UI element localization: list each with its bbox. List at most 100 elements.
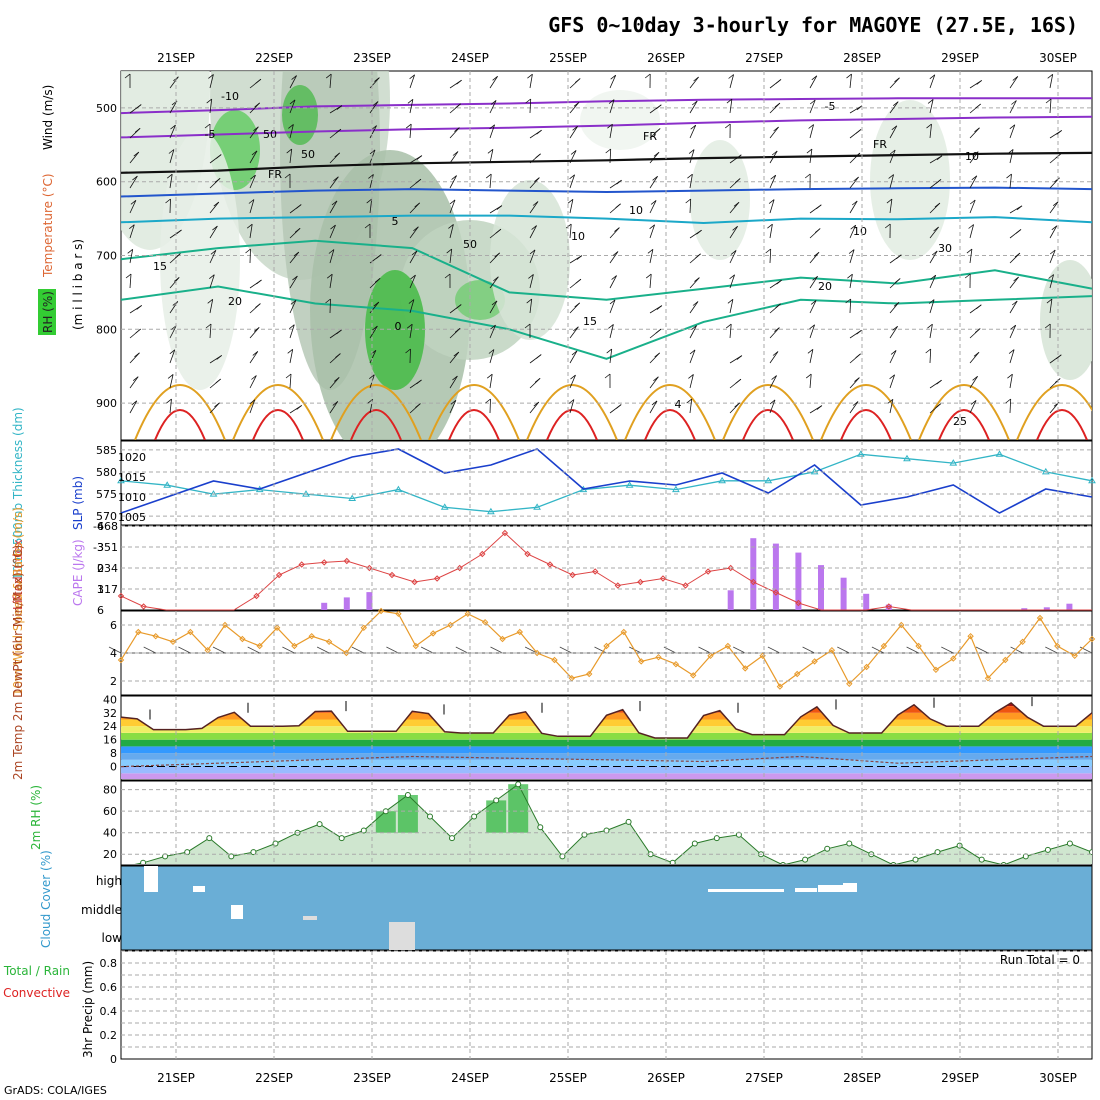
thickness-point [394,485,403,493]
wind-barb [489,100,497,114]
wind-barb [289,149,293,164]
wind-barb-flag [769,399,776,405]
wind-speed-point [169,638,177,646]
wind-barb [689,349,696,364]
cape-tick-label: 234 [97,562,118,575]
wind-barb-flag [405,348,411,354]
precip-tick-label: 0.8 [100,957,118,970]
wind-barb-flag [931,250,938,256]
wind-barb-flag [726,98,733,104]
contour-label: 15 [583,315,597,328]
thick-tick-label: 570 [96,510,117,523]
cloud-box [818,885,843,892]
temp-tick-label: 8 [110,747,117,760]
cloud-level-label: middle [81,903,122,917]
rh-shading [580,90,660,150]
wind-barb-flag [325,73,332,79]
temp-band [121,753,1092,760]
wind-barb-10m [767,646,781,654]
wind-barb-flag [894,278,901,283]
lifted-point [501,529,509,537]
lifted-point [524,550,531,558]
wind-barb [1009,374,1013,389]
wind-barb [449,224,454,239]
thickness-panel [120,440,1093,526]
wind-barb-flag [251,150,258,156]
wind-barb-flag [692,301,699,306]
side-labels: RH (%) Temperature (°C) Wind (m/s) (m i … [3,85,95,1058]
wind-barb-flag [650,200,657,205]
pressure-tick-label: 900 [96,397,117,410]
wind-speed-point [672,660,680,668]
wind-barb-flag [647,248,654,254]
rh-area [137,784,1092,864]
wind-barb [369,301,380,314]
wind-barb [569,224,572,239]
rh-point [316,821,323,828]
wind-barb [369,199,373,214]
rh-point [669,859,676,864]
wind-barb-flag [524,323,531,329]
wind-barb-flag [1054,177,1060,183]
wind-barb-flag [612,251,619,256]
wind-barb [529,299,533,314]
isotherm-30 [448,409,500,440]
rh-point [846,840,853,847]
wind-barb [969,400,977,414]
wind-barb-flag [607,123,613,129]
wind-barb-flag [214,402,220,408]
wind-barb-flag [527,73,533,79]
wind-barb-flag [132,175,138,181]
wind-barb-flag [532,201,539,206]
precip-tick-label: 0.2 [100,1029,118,1042]
wind-barb [809,276,818,289]
wind-barb-flag [604,373,611,379]
wind-speed-point [811,658,818,665]
wind-barb-flag [446,248,452,254]
date-label-bottom: 22SEP [255,1071,293,1085]
lifted-point [456,564,463,572]
wind-barb-flag [256,279,262,285]
wind-barb-flag [335,128,342,134]
wind-barb [529,401,540,414]
wind-barb-flag [771,150,778,156]
temp-tick-label: 0 [110,761,117,774]
wind-barb-flag [290,299,297,305]
wind-barb [1009,325,1017,339]
date-label-bottom: 26SEP [647,1071,685,1085]
rh-point [250,849,257,856]
wind-barb [969,175,978,189]
wind-barb-flag [416,155,423,160]
wind-speed-point [967,632,974,640]
wind-barb-flag [688,374,694,379]
wind-barb-flag [856,329,862,335]
wind-barb-10m [941,646,954,654]
rh-point [404,792,411,798]
wind-barb-flag [615,404,622,409]
wind-barb [1009,398,1012,414]
wind-barb-flag [809,99,816,105]
wind-speed-point [793,670,801,678]
wind-barb [609,251,619,264]
lifted-point [320,559,328,566]
wind-barb-flag [645,273,652,279]
wind-barb-flag [287,348,293,354]
wind-barb [689,125,697,139]
wind-speed-point [308,632,315,640]
chart-title: GFS 0~10day 3-hourly for MAGOYE (27.5E, … [548,13,1078,37]
wind-barb-flag [415,178,422,184]
wind-barb-flag [573,101,580,107]
rh-ylabel: 2m RH (%) [29,785,43,850]
wind-barb-flag [454,327,461,333]
wind-speed-point [846,680,853,688]
lifted-point [411,578,418,586]
wind-barb [529,225,537,239]
cloud-box [708,889,784,892]
contour-label: 50 [263,128,277,141]
rh-point [780,862,786,864]
wind-barb-flag [528,274,534,279]
wind-speed-point [603,642,610,650]
credit: GrADS: COLA/IGES [4,1084,107,1097]
wind-barb-flag [725,323,732,329]
wind-barb-flag [1051,225,1058,231]
